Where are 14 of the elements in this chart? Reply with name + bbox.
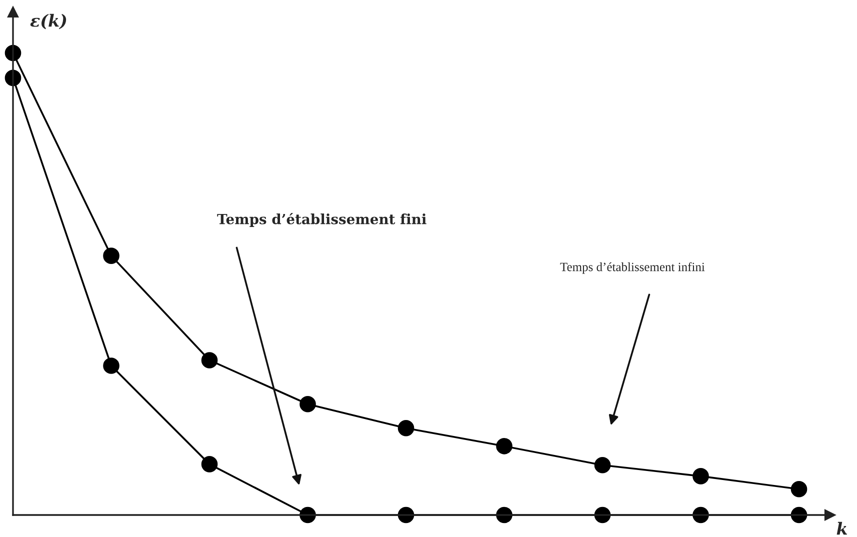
- point: [496, 438, 512, 454]
- point: [201, 352, 218, 368]
- y-axis-title: ε(k): [30, 14, 66, 30]
- annotation: Temps d’établissement infini: [560, 262, 705, 274]
- point: [692, 468, 709, 484]
- x-axis-title: k: [836, 522, 848, 535]
- point: [790, 480, 808, 498]
- point: [300, 396, 316, 412]
- point: [594, 456, 611, 474]
- point: [201, 456, 218, 472]
- point: [103, 248, 120, 264]
- point: [398, 420, 414, 436]
- annotation: Temps d’établissement fini: [217, 213, 426, 227]
- point: [103, 358, 120, 374]
